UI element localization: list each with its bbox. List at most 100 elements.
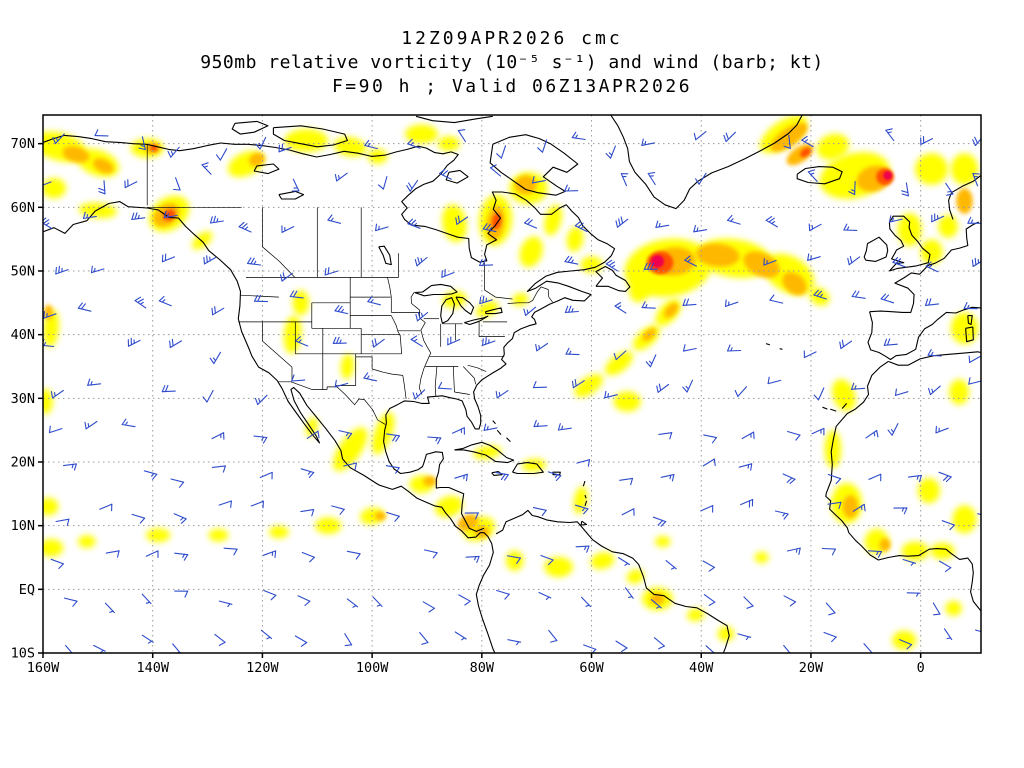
- wind-barb: [783, 595, 797, 607]
- vorticity-blob: [879, 538, 891, 552]
- vorticity-blob: [901, 541, 929, 561]
- wind-barb: [614, 302, 627, 314]
- border-line: [434, 366, 438, 396]
- vorticity-blob: [78, 535, 96, 548]
- wind-barb: [893, 507, 908, 515]
- vorticity-blob: [43, 388, 53, 415]
- lon-label: 80W: [470, 660, 495, 676]
- wind-barb: [945, 182, 954, 196]
- wind-barb: [811, 427, 825, 436]
- wind-barb: [327, 214, 342, 224]
- wind-barb: [734, 386, 748, 397]
- vorticity-blob: [371, 412, 395, 455]
- wind-barb: [439, 168, 452, 180]
- wind-barb: [941, 520, 956, 531]
- coastline: [495, 509, 730, 653]
- wind-barb: [338, 430, 353, 440]
- vorticity-blob: [442, 204, 467, 243]
- vorticity-blob: [629, 271, 653, 303]
- vorticity-blob: [492, 213, 502, 230]
- wind-barb: [371, 338, 385, 348]
- vorticity-blob: [717, 626, 735, 642]
- vorticity-blob: [519, 236, 543, 268]
- wind-barb: [774, 510, 789, 520]
- wind-barb: [260, 629, 273, 640]
- wind-barb: [295, 336, 309, 347]
- coastline: [584, 500, 588, 507]
- coastline: [491, 470, 503, 476]
- wind-barb: [297, 595, 311, 607]
- coastline: [796, 166, 843, 185]
- vorticity-blob: [832, 379, 856, 412]
- lon-label: 40W: [689, 660, 714, 676]
- vorticity-blob: [544, 204, 563, 236]
- wind-barb: [280, 272, 293, 282]
- border-layer: [146, 144, 553, 425]
- coastline: [595, 265, 631, 292]
- wind-barb: [767, 376, 782, 385]
- wind-barb: [331, 505, 345, 515]
- wind-barb: [531, 176, 546, 184]
- wind-barb: [557, 423, 572, 431]
- vorticity-blob: [754, 551, 769, 564]
- wind-barb: [300, 468, 315, 478]
- wind-barb: [375, 223, 389, 232]
- wind-barb: [215, 148, 228, 161]
- wind-barb: [932, 602, 941, 616]
- wind-layer: [43, 128, 981, 653]
- vorticity-blob: [573, 486, 588, 515]
- wind-barb: [291, 178, 300, 192]
- wind-barb: [201, 162, 212, 175]
- coastline: [278, 190, 305, 200]
- wind-barb: [334, 305, 349, 315]
- wind-barb: [52, 133, 65, 145]
- vorticity-blob: [917, 477, 940, 504]
- vorticity-blob: [613, 391, 641, 412]
- wind-barb: [87, 378, 102, 386]
- wind-barb: [741, 431, 755, 440]
- wind-barb: [885, 128, 895, 142]
- wind-barb: [458, 594, 471, 606]
- wind-barb: [306, 430, 320, 439]
- wind-barb: [619, 477, 634, 486]
- wind-barb: [84, 420, 98, 430]
- title-field: 950mb relative vorticity (10⁻⁵ s⁻¹) and …: [200, 52, 824, 73]
- wind-barb: [977, 513, 981, 516]
- vorticity-blob: [283, 315, 302, 354]
- wind-barb: [496, 145, 507, 159]
- coastline: [272, 125, 348, 148]
- wind-barb: [880, 293, 895, 304]
- border-line: [462, 366, 477, 385]
- wind-barb: [703, 434, 717, 444]
- vorticity-blob: [208, 528, 229, 542]
- wind-barb: [377, 176, 388, 190]
- vorticity-blob: [292, 290, 309, 316]
- vorticity-blob: [457, 514, 479, 531]
- wind-barb: [803, 350, 817, 359]
- wind-barb: [782, 473, 796, 485]
- vorticity-blob: [340, 353, 355, 380]
- vorticity-blob: [580, 256, 603, 273]
- wind-barb: [324, 267, 339, 276]
- wind-barb: [214, 633, 226, 646]
- wind-barb: [479, 258, 494, 266]
- wind-barb: [507, 639, 522, 646]
- vorticity-blob: [248, 152, 265, 167]
- wind-barb: [647, 172, 656, 186]
- coastline: [867, 306, 981, 361]
- wind-barb: [724, 299, 739, 307]
- wind-barb: [682, 379, 694, 393]
- vorticity-blob: [92, 158, 114, 174]
- vorticity-blob: [374, 511, 386, 521]
- coastline: [512, 462, 544, 475]
- border-line: [507, 286, 553, 304]
- wind-barb: [575, 545, 590, 553]
- wind-barb: [693, 131, 707, 141]
- wind-barb: [682, 344, 697, 352]
- wind-barb: [813, 387, 825, 401]
- wind-barb: [682, 298, 697, 306]
- wind-barb: [703, 594, 716, 606]
- vorticity-blob: [655, 535, 671, 548]
- wind-barb: [968, 355, 981, 363]
